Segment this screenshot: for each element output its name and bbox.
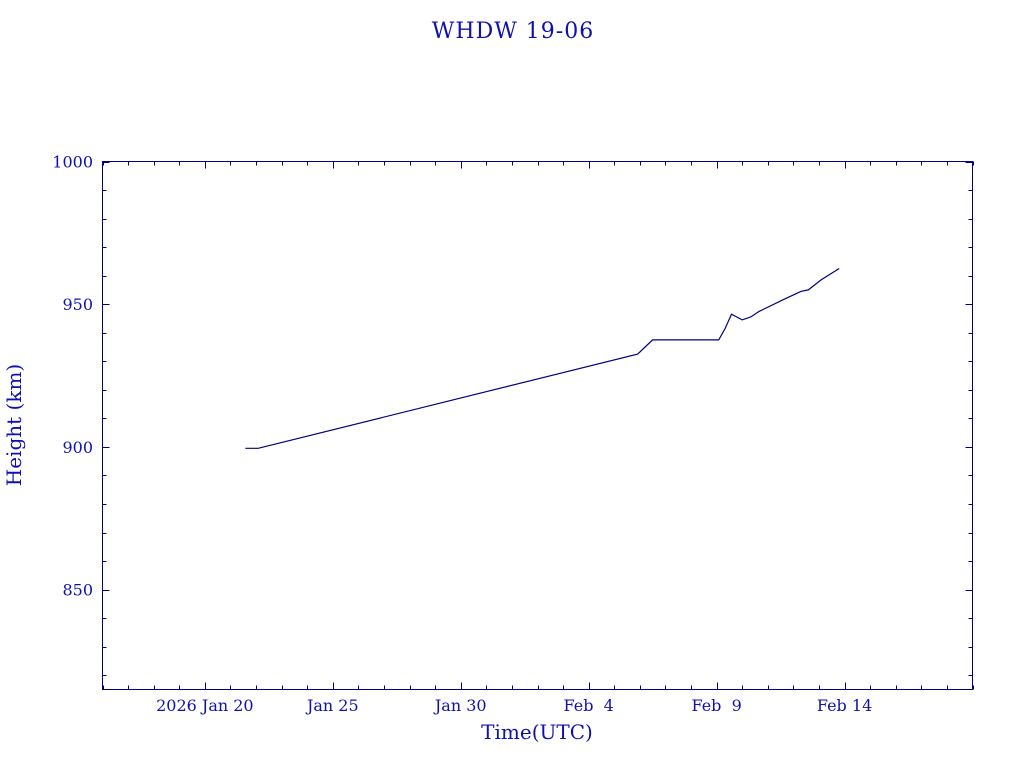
axis-ticks	[102, 161, 974, 690]
chart-title: WHDW 19-06	[432, 19, 594, 44]
data-series	[245, 267, 840, 449]
x-tick-label: Feb 9	[691, 696, 741, 715]
x-tick-label: Feb 14	[817, 696, 872, 715]
x-tick-label: Feb 4	[564, 696, 614, 715]
y-tick-labels: 850 900 950 1000	[52, 153, 93, 600]
y-tick-label: 1000	[52, 153, 93, 172]
x-tick-label: 2026 Jan 20	[156, 696, 254, 715]
x-tick-label: Jan 30	[433, 696, 487, 715]
x-axis-label: Time(UTC)	[481, 720, 593, 744]
y-tick-label: 900	[62, 438, 93, 457]
series-line	[245, 267, 840, 449]
plot-frame	[102, 161, 973, 690]
x-tick-labels: 2026 Jan 20 Jan 25 Jan 30 Feb 4 Feb 9 Feb 14	[156, 696, 872, 715]
x-tick-label: Jan 25	[305, 696, 359, 715]
y-tick-label: 850	[62, 581, 93, 600]
y-tick-label: 950	[62, 295, 93, 314]
y-axis-label: Height (km)	[2, 364, 26, 486]
